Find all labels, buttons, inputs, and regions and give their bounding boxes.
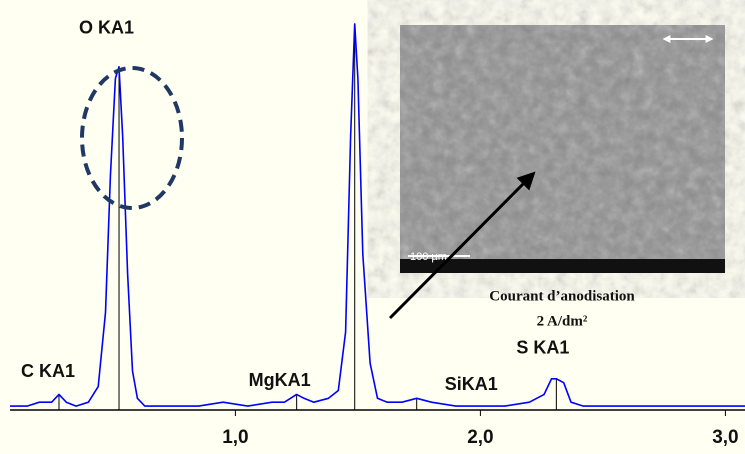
caption: Courant d’anodisation	[489, 288, 635, 304]
scale-bar-label: 100 µm	[410, 251, 447, 263]
caption: 2 A/dm²	[537, 313, 588, 329]
peak-label: S KA1	[516, 338, 569, 358]
spectrum-line	[10, 23, 745, 407]
sem-image: 100 µm	[400, 25, 725, 273]
image-texture	[400, 25, 725, 273]
peak-label: O KA1	[79, 18, 134, 38]
x-tick-label: 2,0	[467, 427, 493, 448]
x-tick-label: 3,0	[712, 427, 738, 448]
pointer-arrow	[388, 171, 536, 320]
peak-label: C KA1	[21, 361, 75, 381]
peak-label: MgKA1	[249, 370, 311, 390]
peak-label: SiKA1	[445, 374, 498, 394]
x-tick-label: 1,0	[222, 427, 248, 448]
highlight-ellipse	[80, 66, 184, 210]
image-info-bar	[400, 259, 725, 273]
